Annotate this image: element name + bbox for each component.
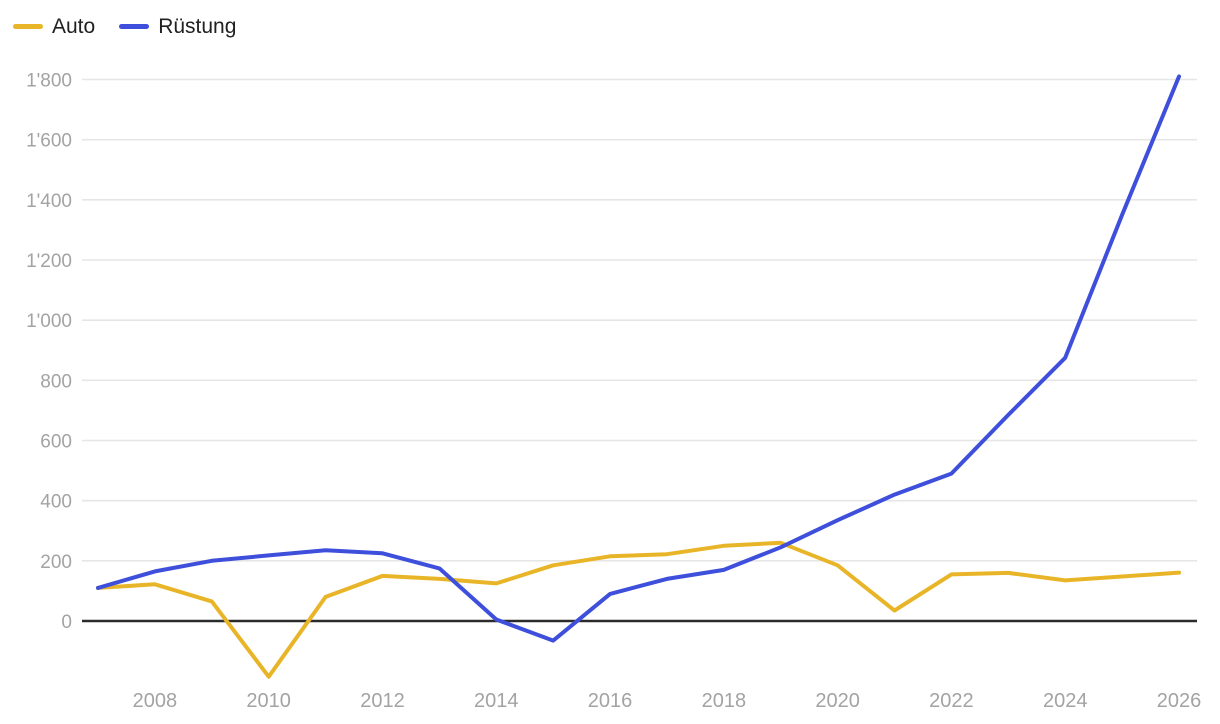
- x-tick-label-2020: 2020: [815, 690, 860, 712]
- x-tick-label-2018: 2018: [702, 690, 747, 712]
- legend-line-swatch-auto: [13, 24, 43, 29]
- legend-item-ruestung[interactable]: Rüstung: [119, 16, 236, 37]
- y-tick-label-200: 200: [40, 552, 72, 573]
- legend-label-auto: Auto: [52, 15, 96, 38]
- x-tick-label-2022: 2022: [929, 690, 974, 712]
- x-tick-label-2014: 2014: [474, 690, 519, 712]
- legend-line-swatch-ruestung: [119, 24, 150, 29]
- series-line-rstung: [96, 74, 1181, 643]
- x-tick-label-2012: 2012: [360, 690, 405, 712]
- legend-label-ruestung: Rüstung: [158, 15, 237, 38]
- x-tick-label-2026: 2026: [1157, 690, 1202, 712]
- y-tick-label-1200: 1'200: [26, 251, 72, 272]
- y-tick-label-0: 0: [61, 612, 72, 633]
- y-tick-label-400: 400: [40, 492, 72, 513]
- x-tick-label-2024: 2024: [1043, 690, 1088, 712]
- y-tick-label-1000: 1'000: [26, 311, 72, 332]
- y-tick-label-1400: 1'400: [26, 191, 72, 212]
- x-tick-label-2010: 2010: [246, 690, 291, 712]
- y-tick-label-1600: 1'600: [26, 131, 72, 152]
- x-tick-label-2008: 2008: [133, 690, 178, 712]
- x-tick-label-2016: 2016: [588, 690, 633, 712]
- chart-legend: Auto Rüstung: [13, 16, 236, 37]
- legend-item-auto[interactable]: Auto: [13, 16, 95, 37]
- series-line-auto: [96, 540, 1181, 679]
- y-tick-label-600: 600: [40, 432, 72, 453]
- y-tick-label-800: 800: [40, 371, 72, 392]
- y-tick-label-1800: 1'800: [26, 71, 72, 92]
